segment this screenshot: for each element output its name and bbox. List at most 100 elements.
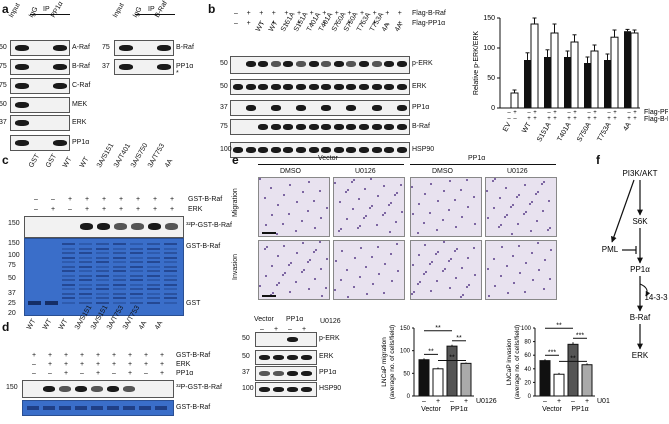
gel-band — [164, 243, 177, 245]
band — [308, 124, 319, 130]
cell-dot — [487, 217, 489, 219]
gel-band — [62, 247, 75, 250]
blot-strip — [10, 40, 70, 56]
band — [333, 61, 344, 67]
band — [245, 105, 256, 111]
gel-band — [96, 297, 109, 299]
sig-stars: ** — [456, 335, 462, 342]
band — [273, 387, 284, 392]
gel-band — [62, 274, 75, 277]
band — [287, 337, 298, 342]
ip-label: IP — [43, 6, 50, 13]
flag-pp1-sign: – — [360, 20, 364, 27]
band — [15, 120, 29, 126]
band — [371, 147, 382, 153]
gel-band — [130, 301, 143, 304]
gel-band-gst — [45, 301, 58, 305]
gel-band — [96, 243, 109, 245]
gel-band — [113, 252, 126, 254]
gel-band — [164, 270, 177, 272]
cell-dot — [450, 258, 452, 260]
flag-braf-sign: + — [372, 10, 377, 17]
row-label: Migration — [232, 188, 239, 217]
gel-band — [147, 288, 160, 290]
cell-dot — [449, 287, 451, 289]
scale-bar — [262, 232, 276, 234]
cell-dot — [499, 197, 501, 199]
band-label: ERK — [72, 119, 87, 126]
gel-band — [113, 301, 126, 304]
gel-band — [113, 292, 126, 295]
mw-marker: 100 — [220, 146, 232, 153]
row-label: Flag-B-Raf — [644, 116, 668, 123]
bar-black — [564, 57, 571, 108]
blot-strip — [230, 56, 410, 74]
band-label: PP1α — [176, 63, 194, 70]
pp1-sign: – — [507, 110, 511, 116]
autorad-strip — [22, 380, 174, 398]
lane-label: WT — [25, 318, 38, 331]
mw-marker: 150 — [8, 240, 20, 247]
cell-dot — [296, 252, 298, 254]
gel-band — [164, 261, 177, 263]
gst-braf-sign: + — [102, 196, 107, 203]
band-label: B-Raf — [412, 123, 430, 130]
cell-dot — [320, 217, 322, 219]
band — [296, 105, 306, 111]
band — [301, 387, 312, 392]
band — [131, 223, 144, 230]
band — [148, 223, 161, 230]
cell-dot — [395, 221, 397, 223]
y-tick-label: 100 — [400, 349, 411, 355]
erk-sign: + — [85, 206, 90, 213]
cell-dot — [456, 248, 458, 250]
cell-dot — [308, 288, 310, 290]
cell-dot — [401, 211, 403, 213]
gel-band — [130, 274, 143, 277]
band — [75, 386, 87, 392]
braf-sign: + — [627, 116, 631, 122]
cell-dot — [283, 245, 285, 247]
band-label: PP1α — [412, 104, 430, 111]
cell-dot — [378, 273, 380, 275]
condition-label: U0126 — [355, 168, 376, 175]
cell-dot — [270, 187, 272, 189]
scale-bar — [262, 295, 276, 297]
band — [287, 371, 298, 376]
blot-strip — [255, 366, 317, 381]
cell-dot — [376, 224, 378, 226]
band — [346, 61, 357, 67]
cell-dot — [363, 217, 365, 219]
cell-dot — [413, 291, 415, 293]
band-label: PP1α — [72, 139, 90, 146]
gel-band — [164, 292, 177, 295]
cell-dot — [334, 182, 336, 184]
pp1-sign: – — [567, 110, 571, 116]
gel-band — [113, 247, 126, 250]
ip-bracket — [30, 14, 70, 15]
band — [346, 105, 357, 111]
gel-band — [147, 279, 160, 281]
cell-dot — [462, 294, 464, 296]
bar — [567, 343, 579, 397]
micrograph — [333, 177, 405, 237]
pp1-sign: – — [112, 370, 116, 377]
x-sign: + — [464, 398, 468, 405]
band — [80, 223, 93, 230]
cell-dot — [303, 269, 305, 271]
band — [287, 387, 298, 392]
row-label: Flag-PP1α — [644, 109, 668, 116]
bar — [460, 362, 472, 397]
mutant-label: 4A — [393, 22, 405, 33]
cell-dot — [302, 191, 304, 193]
flag-pp1-sign: – — [334, 20, 339, 27]
cell-dot — [423, 273, 425, 275]
cell-dot — [282, 223, 284, 225]
cell-dot — [442, 270, 444, 272]
x-u0126-label: U0126 — [597, 398, 610, 405]
cell-dot — [429, 212, 431, 214]
condition-label: DMSO — [432, 168, 453, 175]
cell-dot — [487, 268, 489, 270]
band — [258, 61, 269, 67]
gel-band — [79, 292, 92, 295]
